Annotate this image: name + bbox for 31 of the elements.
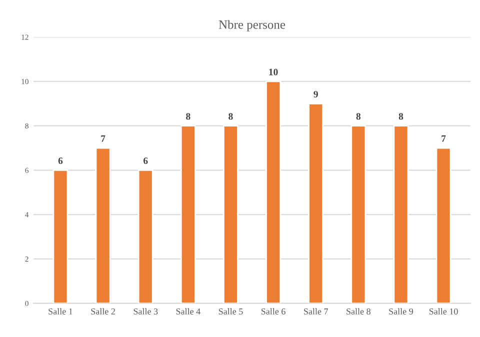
chart-title: Nbre persone	[218, 20, 286, 32]
data-label: 10	[269, 68, 278, 76]
x-tick-label: Salle 3	[134, 308, 158, 315]
data-label: 6	[144, 158, 148, 164]
bar	[138, 169, 154, 304]
bar	[436, 147, 452, 304]
bar	[393, 125, 409, 304]
bar	[308, 102, 324, 304]
x-tick-label: Salle 9	[389, 308, 414, 315]
x-tick-label: Salle 6	[261, 308, 286, 315]
x-tick-label: Salle 10	[429, 308, 458, 315]
data-label: 8	[398, 113, 404, 120]
x-tick-label: Salle 5	[218, 308, 243, 315]
x-tick-label: Salle 4	[176, 308, 200, 315]
bar	[52, 169, 68, 304]
x-tick-label: Salle 7	[304, 308, 328, 315]
x-tick-label: Salle 2	[91, 308, 115, 315]
x-tick-label: Salle 1	[48, 308, 72, 315]
data-label: 8	[356, 113, 361, 120]
bar	[266, 80, 281, 304]
bar	[180, 125, 196, 304]
data-label: 7	[101, 135, 106, 142]
bar	[350, 125, 366, 304]
x-tick-label: Salle 8	[346, 308, 370, 315]
data-label: 9	[314, 90, 318, 98]
data-label: 8	[228, 113, 233, 120]
bar	[223, 125, 238, 304]
data-label: 7	[442, 135, 446, 142]
data-label: 6	[58, 158, 63, 164]
data-label: 8	[186, 113, 190, 120]
bar	[95, 147, 111, 304]
